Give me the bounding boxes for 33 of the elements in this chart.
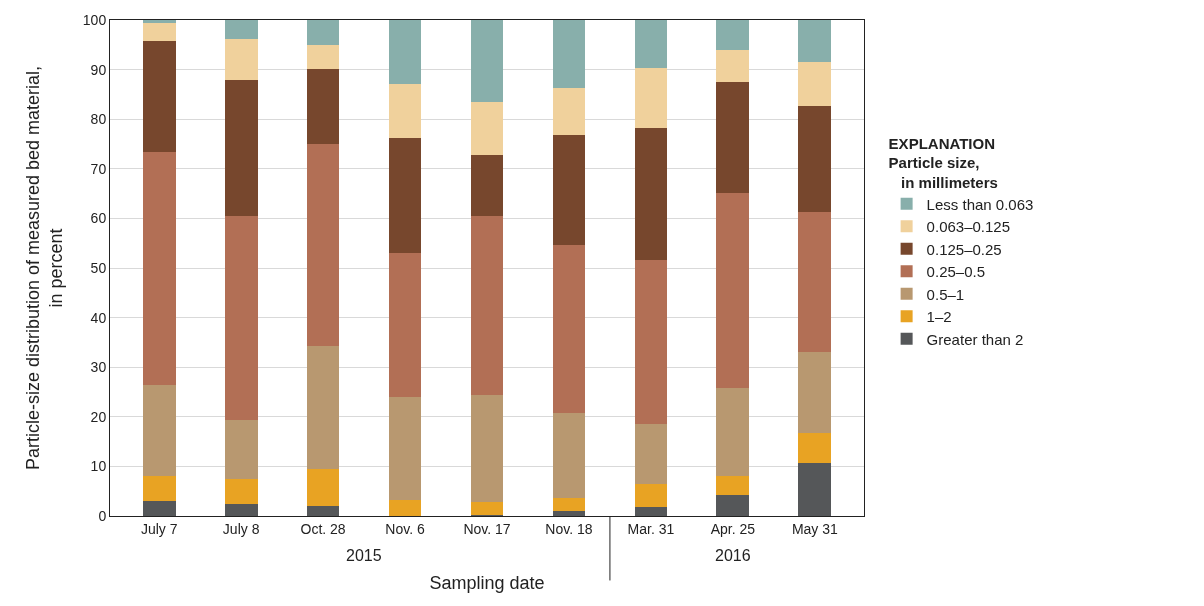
- legend-label: Greater than 2: [926, 330, 1024, 348]
- y-tick-label: 10: [90, 458, 107, 475]
- legend-label: 0.125–0.25: [926, 240, 1002, 258]
- legend-label: 0.5–1: [926, 285, 965, 303]
- text: 2015: [346, 547, 382, 564]
- legend-title: Particle size, in millimeters: [888, 154, 998, 191]
- legend-label: 0.25–0.5: [926, 263, 986, 281]
- y-tick-label: 70: [90, 160, 107, 177]
- legend-label: 0.063–0.125: [926, 218, 1011, 236]
- x-axis-title: Sampling date: [429, 572, 545, 593]
- text: 2016: [715, 547, 751, 564]
- x-tick-label: Nov. 18: [545, 520, 593, 537]
- y-tick-label: 50: [90, 259, 107, 276]
- y-tick-label: 90: [90, 61, 107, 78]
- y-axis-title: Particle-size distribution of measured bed material, in percent: [22, 65, 67, 471]
- legend-label: 1–2: [926, 308, 952, 326]
- y-tick-label: 20: [90, 408, 107, 425]
- y-tick-label: 80: [90, 111, 107, 128]
- x-tick-label: May 31: [791, 520, 838, 537]
- x-tick-label: July 7: [140, 520, 178, 537]
- y-tick-label: 30: [90, 359, 107, 376]
- x-tick-label: July 8: [222, 520, 260, 537]
- text: EXPLANATION: [888, 134, 996, 152]
- legend-label: Less than 0.063: [926, 195, 1034, 213]
- x-tick-label: Nov. 17: [463, 520, 511, 537]
- x-tick-label: Oct. 28: [300, 520, 346, 537]
- x-tick-label: Mar. 31: [627, 520, 675, 537]
- y-tick-label: 0: [98, 507, 107, 524]
- x-tick-label: Apr. 25: [710, 520, 756, 537]
- y-tick-label: 60: [90, 210, 107, 227]
- y-tick-label: 100: [82, 11, 107, 28]
- x-tick-label: Nov. 6: [385, 520, 425, 537]
- y-tick-label: 40: [90, 309, 107, 326]
